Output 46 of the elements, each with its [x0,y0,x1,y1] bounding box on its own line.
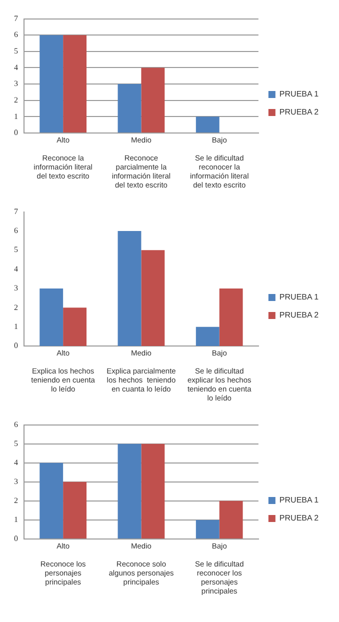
y-tick-label: 3 [14,476,18,486]
legend-label: PRUEBA 1 [279,496,320,505]
bar [141,68,165,132]
y-tick-label: 6 [14,226,18,236]
bar [63,482,87,538]
y-tick-label: 4 [14,458,18,467]
bar [219,288,243,346]
y-tick-label: 1 [14,112,18,121]
legend-label: PRUEBA 2 [279,310,320,320]
legend-label: PRUEBA 2 [279,514,320,523]
bar [63,308,87,346]
bar [118,444,142,538]
y-tick-label: 1 [14,322,18,331]
y-tick-label: 3 [14,284,18,293]
y-tick-label: 0 [14,128,18,138]
legend-label: PRUEBA 1 [279,90,320,99]
bar [40,288,64,346]
bar [40,35,64,132]
y-tick-label: 2 [14,302,18,312]
y-tick-label: 7 [14,206,18,216]
bar [196,326,220,346]
y-tick-label: 6 [14,30,18,40]
y-tick-label: 4 [14,264,18,274]
y-tick-label: 5 [14,245,18,254]
legend-label: PRUEBA 1 [279,292,320,302]
y-tick-label: 2 [14,95,18,104]
y-tick-label: 0 [14,341,18,350]
bar [40,462,64,538]
y-tick-label: 7 [14,14,18,23]
y-tick-label: 1 [14,515,18,524]
y-tick-label: 4 [14,62,18,72]
legend-label: PRUEBA 2 [279,108,320,117]
y-tick-label: 3 [14,79,18,88]
bar [118,84,142,132]
y-tick-label: 6 [14,420,18,429]
y-tick-label: 2 [14,496,18,506]
bar [63,35,87,132]
bar [219,500,243,538]
bar [141,444,165,538]
bar [196,116,220,132]
y-tick-label: 5 [14,46,18,56]
y-tick-label: 5 [14,438,18,448]
bar [141,250,165,346]
bar [118,230,142,346]
bar [196,520,220,538]
y-tick-label: 0 [14,534,18,544]
